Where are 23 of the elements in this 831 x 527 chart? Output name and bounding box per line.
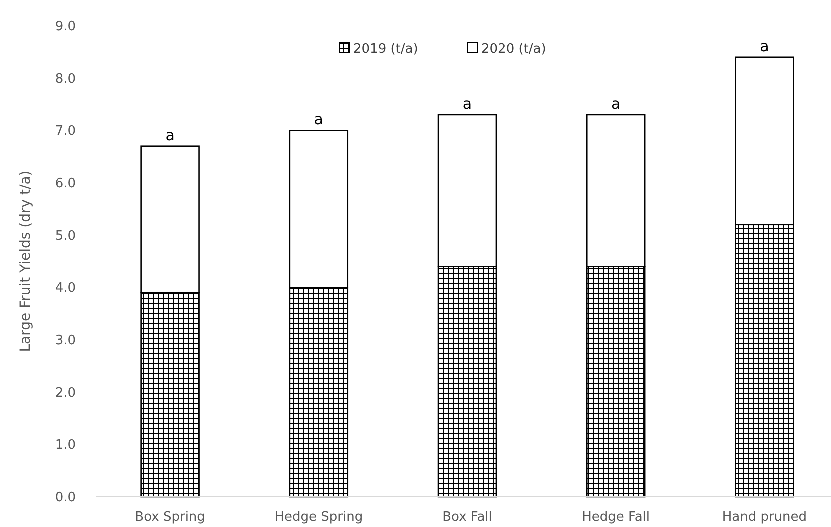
x-tick-label: Box Fall xyxy=(442,510,492,525)
legend-label: 2019 (t/a) xyxy=(354,42,418,57)
x-tick-label: Hand pruned xyxy=(722,510,808,525)
annotation: a xyxy=(314,110,324,129)
y-tick-label: 2.0 xyxy=(55,386,76,401)
annotation: a xyxy=(462,94,472,113)
y-axis-title: Large Fruit Yields (dry t/a) xyxy=(18,170,34,352)
x-tick-label: Box Spring xyxy=(135,510,206,525)
x-tick-label: Hedge Fall xyxy=(582,510,650,525)
y-tick-label: 0.0 xyxy=(55,490,76,506)
y-tick-label: 1.0 xyxy=(55,438,76,454)
annotation: a xyxy=(166,126,175,144)
y-tick-label: 5.0 xyxy=(55,228,76,244)
y-tick-label: 6.0 xyxy=(55,176,76,192)
x-tick-label: Hedge Spring xyxy=(274,510,364,525)
annotation: a xyxy=(612,94,621,113)
y-tick-label: 7.0 xyxy=(55,124,76,140)
annotation: a xyxy=(760,37,770,56)
y-tick-label: 9.0 xyxy=(55,20,76,35)
y-tick-label: 8.0 xyxy=(55,72,76,87)
legend-label: 2020 (t/a) xyxy=(482,42,546,57)
y-tick-label: 3.0 xyxy=(55,334,76,349)
y-tick-label: 4.0 xyxy=(55,281,76,296)
